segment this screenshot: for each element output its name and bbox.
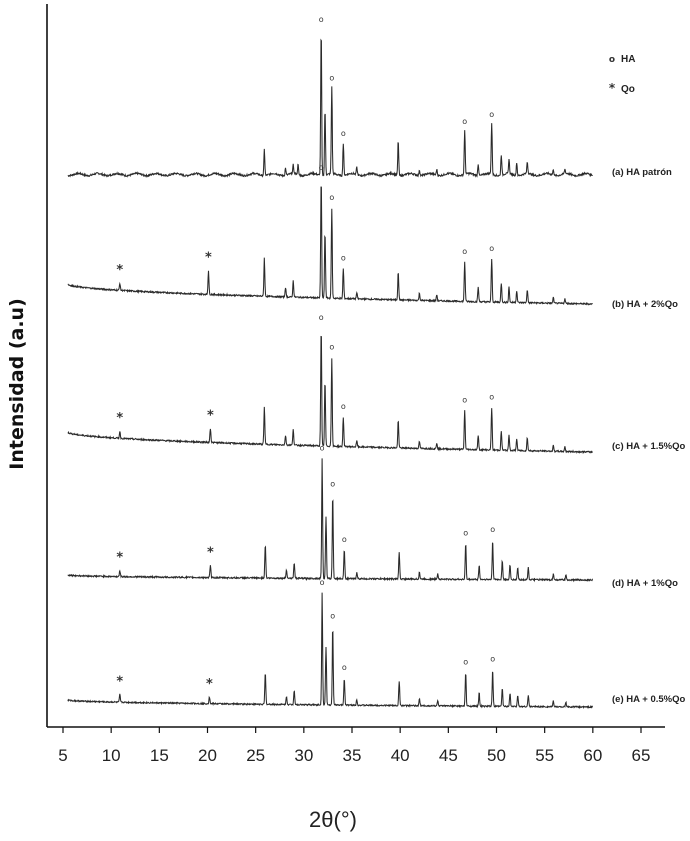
x-tick-label: 60 (583, 746, 602, 765)
x-axis-label: 2θ(°) (309, 807, 357, 832)
traces (67, 38, 594, 710)
x-tick-label: 40 (391, 746, 410, 765)
x-tick-label: 5 (58, 746, 67, 765)
legend-qo-symbol: * (609, 81, 616, 95)
series-label: (d) HA + 1%Qo (612, 578, 678, 589)
ha-peak-marker: o (319, 313, 324, 322)
legend: o HA * Qo (609, 54, 636, 95)
axes: 5 10 15 20 25 30 35 40 45 50 55 60 65 (46, 4, 665, 765)
x-tick-label: 15 (150, 746, 169, 765)
series-trace (67, 335, 593, 454)
qo-peak-marker: * (116, 263, 123, 278)
series-trace (67, 38, 593, 179)
ha-peak-marker: o (329, 73, 334, 82)
qo-peak-marker: * (207, 546, 214, 561)
x-tick-label: 35 (343, 746, 362, 765)
series-trace (67, 458, 594, 583)
series-label: (b) HA + 2%Qo (612, 299, 678, 310)
x-tick-label: 30 (294, 746, 313, 765)
ha-peak-marker: o (319, 15, 324, 24)
series-trace (67, 186, 593, 306)
qo-peak-marker: * (207, 408, 214, 423)
ha-peak-marker: o (462, 247, 467, 256)
ha-peak-marker: o (489, 244, 494, 253)
ha-peak-marker: o (462, 395, 467, 404)
series-trace (67, 592, 594, 710)
x-tick-label: 20 (198, 746, 217, 765)
legend-label: Qo (621, 84, 635, 95)
x-tick-label: 65 (632, 746, 651, 765)
ha-peak-marker: o (329, 343, 334, 352)
x-tick-label: 25 (246, 746, 265, 765)
qo-peak-marker: * (116, 551, 123, 566)
ha-peak-marker: o (490, 525, 495, 534)
ha-peak-marker: o (341, 402, 346, 411)
series-labels: (a) HA patrón (b) HA + 2%Qo (c) HA + 1.5%Q… (612, 167, 685, 705)
ha-peak-marker: o (490, 654, 495, 663)
x-tick-label: 10 (102, 746, 121, 765)
ha-peak-marker: o (330, 480, 335, 489)
legend-ha-symbol: o (609, 55, 615, 65)
ha-peak-marker: o (320, 578, 325, 587)
ha-peak-marker: o (320, 443, 325, 452)
x-tick-label: 45 (439, 746, 458, 765)
x-tick-label: 50 (487, 746, 506, 765)
ha-peak-marker: o (330, 612, 335, 621)
ha-peak-marker: o (463, 657, 468, 666)
series-label: (e) HA + 0.5%Qo (612, 694, 685, 705)
ha-peak-marker: o (462, 117, 467, 126)
series-label: (c) HA + 1.5%Qo (612, 441, 685, 452)
ha-peak-marker: o (463, 528, 468, 537)
y-axis-label: Intensidad (a.u) (6, 298, 28, 469)
qo-peak-marker: * (116, 674, 123, 689)
qo-peak-marker: * (206, 677, 213, 692)
ha-peak-marker: o (489, 110, 494, 119)
qo-peak-marker: * (116, 411, 123, 426)
ha-peak-marker: o (319, 163, 324, 172)
legend-label: HA (621, 54, 635, 65)
ha-peak-marker: o (329, 193, 334, 202)
x-tick-label: 55 (535, 746, 554, 765)
peak-markers: o o o o o o o o o o * * o o o o o * * o o o o o * * o o o o o * * (116, 15, 495, 692)
qo-peak-marker: * (205, 250, 212, 265)
ha-peak-marker: o (342, 535, 347, 544)
ha-peak-marker: o (342, 663, 347, 672)
series-label: (a) HA patrón (612, 167, 672, 178)
ha-peak-marker: o (341, 129, 346, 138)
ha-peak-marker: o (489, 392, 494, 401)
ha-peak-marker: o (341, 253, 346, 262)
